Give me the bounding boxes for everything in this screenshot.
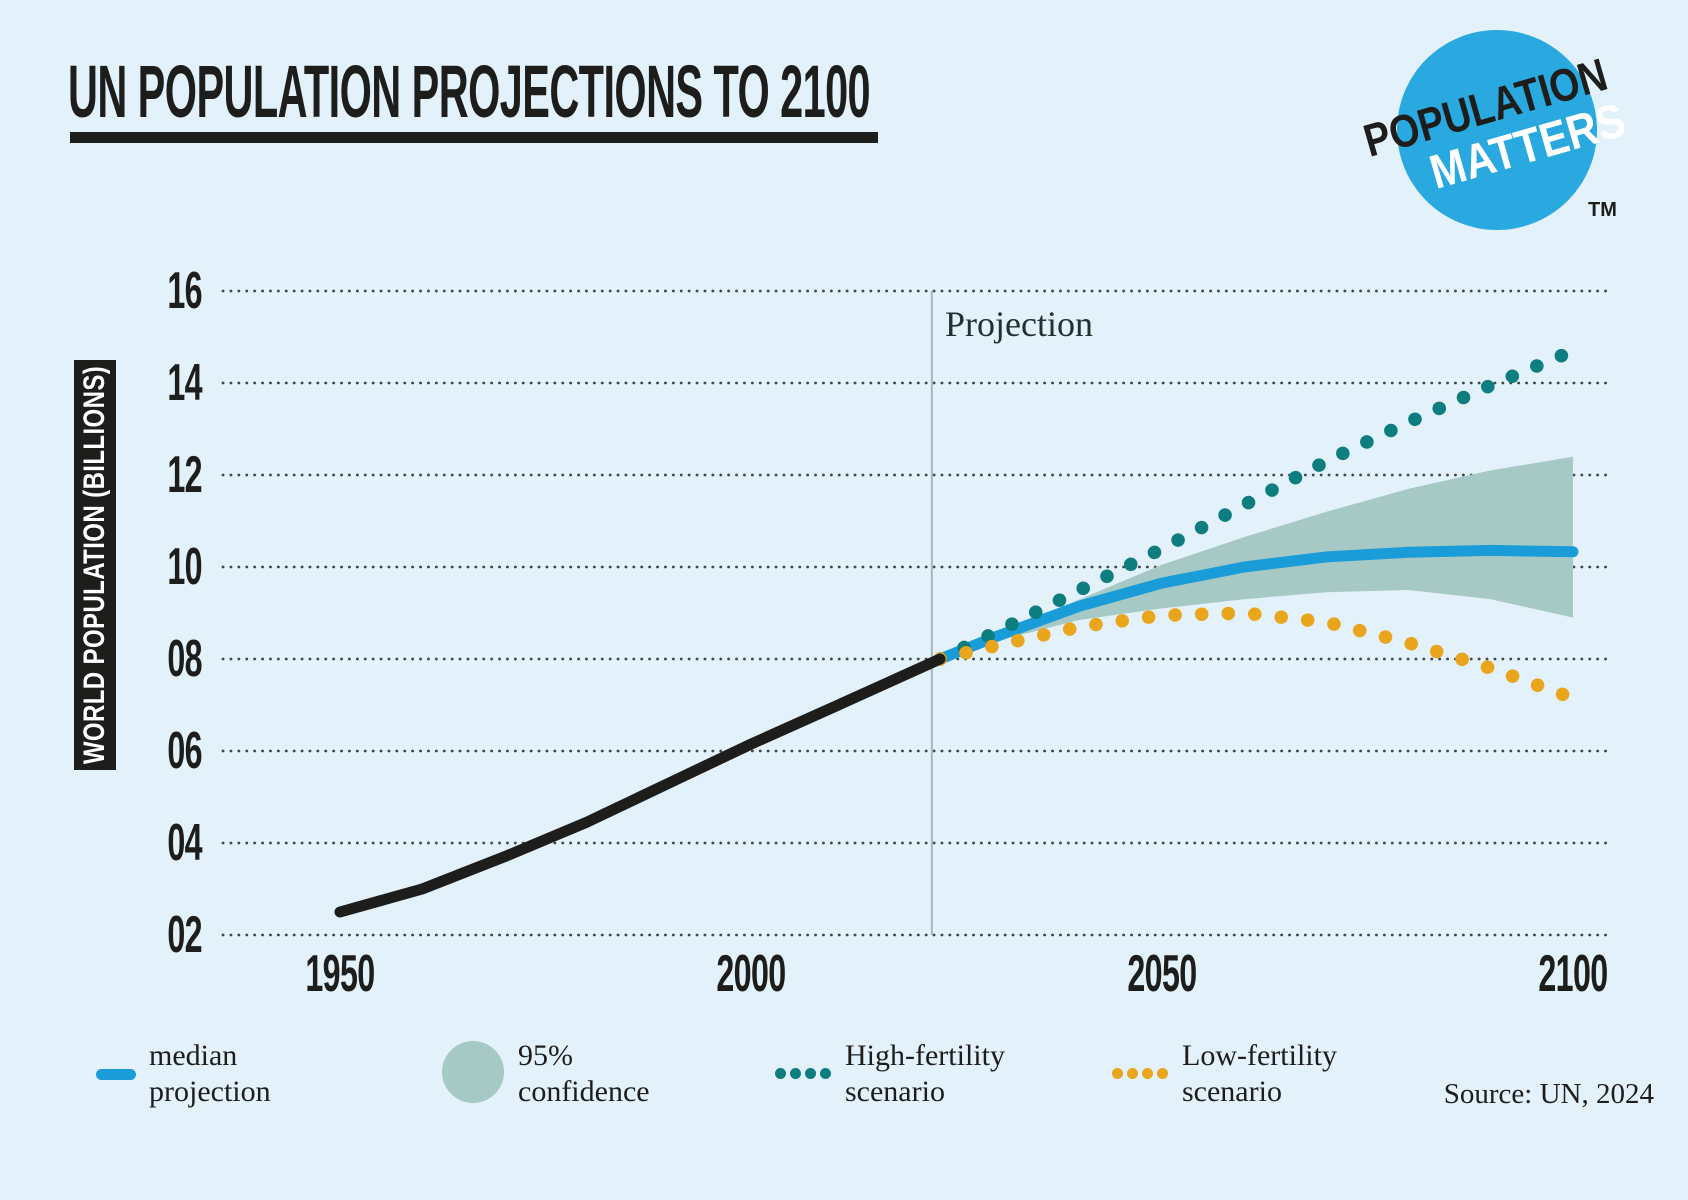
legend-label-high-fertility: High-fertility scenario: [845, 1039, 1005, 1108]
high-fertility-dots-swatch: [775, 1068, 831, 1079]
x-tick-label: 2050: [1127, 945, 1197, 1003]
series-median-projection: [934, 544, 1579, 665]
series-low-fertility-scenario: [933, 606, 1580, 705]
logo-circle: [1397, 30, 1597, 230]
median-projection-line-swatch: [96, 1069, 136, 1080]
y-tick-label: 14: [167, 354, 202, 412]
legend-item-high-fertility: High-fertility scenario: [775, 1038, 1005, 1110]
legend-item-95-confidence: 95% confidence: [442, 1038, 650, 1110]
source-credit: Source: UN, 2024: [1443, 1078, 1654, 1110]
y-axis-label-bar: WORLD POPULATION (BILLIONS): [74, 360, 116, 770]
series-high-fertility-scenario: [933, 344, 1580, 666]
y-axis-label: WORLD POPULATION (BILLIONS): [78, 365, 111, 765]
x-tick-label: 2100: [1538, 945, 1608, 1003]
legend-item-low-fertility: Low-fertility scenario: [1112, 1038, 1337, 1110]
confidence-band: [940, 456, 1573, 659]
legend-label-median: median projection: [149, 1039, 271, 1108]
page-title: UN POPULATION PROJECTIONS TO 2100: [68, 50, 871, 133]
low-fertility-dots-swatch: [1112, 1068, 1168, 1079]
series-world-population-estimates: [334, 653, 946, 918]
y-tick-label: 16: [167, 262, 202, 320]
logo-trademark-icon: TM: [1588, 199, 1617, 221]
y-tick-label: 04: [167, 814, 202, 872]
y-tick-label: 02: [167, 906, 202, 964]
x-tick-label: 2000: [716, 945, 786, 1003]
y-tick-label: 06: [167, 722, 202, 780]
population-matters-logo: POPULATION MATTERS TM: [1358, 30, 1631, 230]
projection-divider-label: Projection: [945, 304, 1093, 344]
y-tick-label: 08: [167, 630, 202, 688]
title-underline: [70, 132, 878, 143]
legend-label-confidence: 95% confidence: [518, 1039, 650, 1108]
y-tick-label: 12: [167, 446, 202, 504]
x-tick-label: 1950: [305, 945, 375, 1003]
legend-item-median-projection: median projection: [96, 1038, 271, 1110]
legend-label-low-fertility: Low-fertility scenario: [1182, 1039, 1337, 1108]
y-tick-label: 10: [167, 538, 202, 596]
confidence-band-swatch: [442, 1041, 504, 1103]
